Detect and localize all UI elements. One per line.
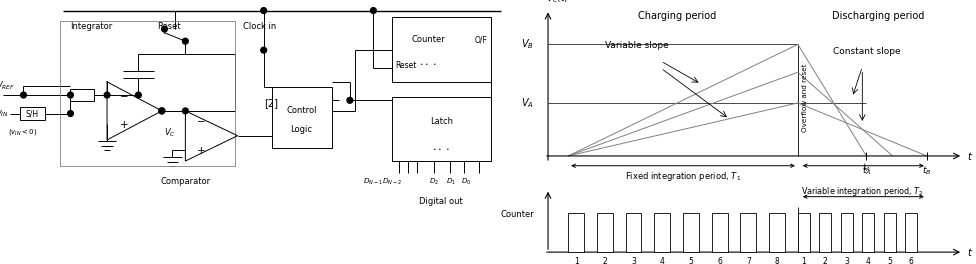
Circle shape xyxy=(67,111,73,116)
Text: Control: Control xyxy=(286,106,317,115)
Text: Constant slope: Constant slope xyxy=(833,46,900,55)
Bar xyxy=(741,213,756,252)
Text: Digital out: Digital out xyxy=(420,197,463,206)
Text: $V_{REF}$: $V_{REF}$ xyxy=(0,79,15,92)
Text: Counter: Counter xyxy=(500,210,534,219)
Text: Variable integration period, $T_2$: Variable integration period, $T_2$ xyxy=(801,185,923,198)
Bar xyxy=(70,89,94,101)
Text: $-$: $-$ xyxy=(119,90,129,100)
Text: O/F: O/F xyxy=(475,35,488,44)
Circle shape xyxy=(183,108,188,114)
Circle shape xyxy=(261,47,266,53)
Text: 6: 6 xyxy=(909,257,914,264)
Text: $v_{IN}$: $v_{IN}$ xyxy=(0,108,9,119)
Bar xyxy=(884,213,896,252)
Circle shape xyxy=(183,38,188,44)
Text: $\cdot\cdot\cdot$: $\cdot\cdot\cdot$ xyxy=(432,143,450,153)
Text: 1: 1 xyxy=(801,257,806,264)
Text: Latch: Latch xyxy=(429,117,453,126)
Text: Clock in: Clock in xyxy=(243,22,276,31)
Text: $t_A$: $t_A$ xyxy=(862,164,872,177)
Bar xyxy=(797,213,810,252)
Text: 3: 3 xyxy=(844,257,849,264)
Circle shape xyxy=(159,108,165,114)
Text: $V_C$: $V_C$ xyxy=(164,127,176,139)
Text: Charging period: Charging period xyxy=(638,11,716,21)
Text: 4: 4 xyxy=(660,257,665,264)
Text: 4: 4 xyxy=(866,257,871,264)
Text: 6: 6 xyxy=(717,257,722,264)
Text: $V_B$: $V_B$ xyxy=(521,37,534,51)
Bar xyxy=(391,17,491,82)
Text: $D_2$: $D_2$ xyxy=(429,177,439,187)
Text: Integrator: Integrator xyxy=(70,22,113,31)
Circle shape xyxy=(162,26,167,32)
Text: 5: 5 xyxy=(688,257,693,264)
Text: $+$: $+$ xyxy=(196,145,206,156)
Circle shape xyxy=(347,97,352,103)
Text: $t$: $t$ xyxy=(967,246,973,258)
Circle shape xyxy=(371,8,376,13)
Text: 2: 2 xyxy=(602,257,607,264)
Text: S/H: S/H xyxy=(25,109,39,118)
Text: Variable slope: Variable slope xyxy=(605,41,669,50)
Text: Logic: Logic xyxy=(291,125,312,134)
Text: $V_C(t)$: $V_C(t)$ xyxy=(546,0,569,5)
Bar xyxy=(654,213,671,252)
Circle shape xyxy=(261,8,266,13)
Text: $t$: $t$ xyxy=(967,150,973,162)
Bar xyxy=(683,213,699,252)
Text: Comparator: Comparator xyxy=(160,177,211,186)
Text: 5: 5 xyxy=(887,257,892,264)
Text: Overflow and reset: Overflow and reset xyxy=(802,63,808,132)
Text: Fixed integration period, $T_1$: Fixed integration period, $T_1$ xyxy=(625,170,741,183)
Text: Counter: Counter xyxy=(411,35,445,44)
Circle shape xyxy=(67,92,73,98)
Bar xyxy=(391,97,491,161)
Text: $D_1$: $D_1$ xyxy=(446,177,457,187)
Text: $\cdot\cdot\cdot$: $\cdot\cdot\cdot$ xyxy=(420,58,437,68)
Bar xyxy=(712,213,727,252)
Polygon shape xyxy=(185,111,237,161)
Text: 8: 8 xyxy=(775,257,780,264)
Text: $-$: $-$ xyxy=(196,115,206,125)
Text: 2: 2 xyxy=(823,257,828,264)
Text: $D_{N-1}D_{N-2}$: $D_{N-1}D_{N-2}$ xyxy=(363,177,402,187)
Bar xyxy=(568,213,584,252)
Polygon shape xyxy=(107,82,162,140)
Circle shape xyxy=(104,92,110,98)
Text: $D_0$: $D_0$ xyxy=(461,177,471,187)
Text: Discharging period: Discharging period xyxy=(833,11,924,21)
Text: [2]: [2] xyxy=(264,98,278,108)
Text: $t_A$: $t_A$ xyxy=(862,162,871,174)
Bar xyxy=(819,213,832,252)
Bar xyxy=(841,213,853,252)
Text: $(v_{IN}<0)$: $(v_{IN}<0)$ xyxy=(8,127,37,137)
Text: 1: 1 xyxy=(574,257,579,264)
Circle shape xyxy=(136,92,142,98)
Bar xyxy=(906,213,917,252)
Text: Reset: Reset xyxy=(394,62,416,70)
Text: $+$: $+$ xyxy=(119,119,129,130)
Text: 7: 7 xyxy=(746,257,751,264)
Bar xyxy=(863,213,874,252)
Bar xyxy=(769,213,785,252)
Bar xyxy=(626,213,641,252)
Bar xyxy=(271,87,332,148)
Circle shape xyxy=(20,92,26,98)
Circle shape xyxy=(159,108,165,114)
Text: $V_A$: $V_A$ xyxy=(521,96,534,110)
Bar xyxy=(597,213,613,252)
Bar xyxy=(61,21,235,166)
Text: 3: 3 xyxy=(631,257,636,264)
Bar xyxy=(20,107,45,120)
Text: Reset: Reset xyxy=(157,22,181,31)
Text: $t_B$: $t_B$ xyxy=(922,164,931,177)
